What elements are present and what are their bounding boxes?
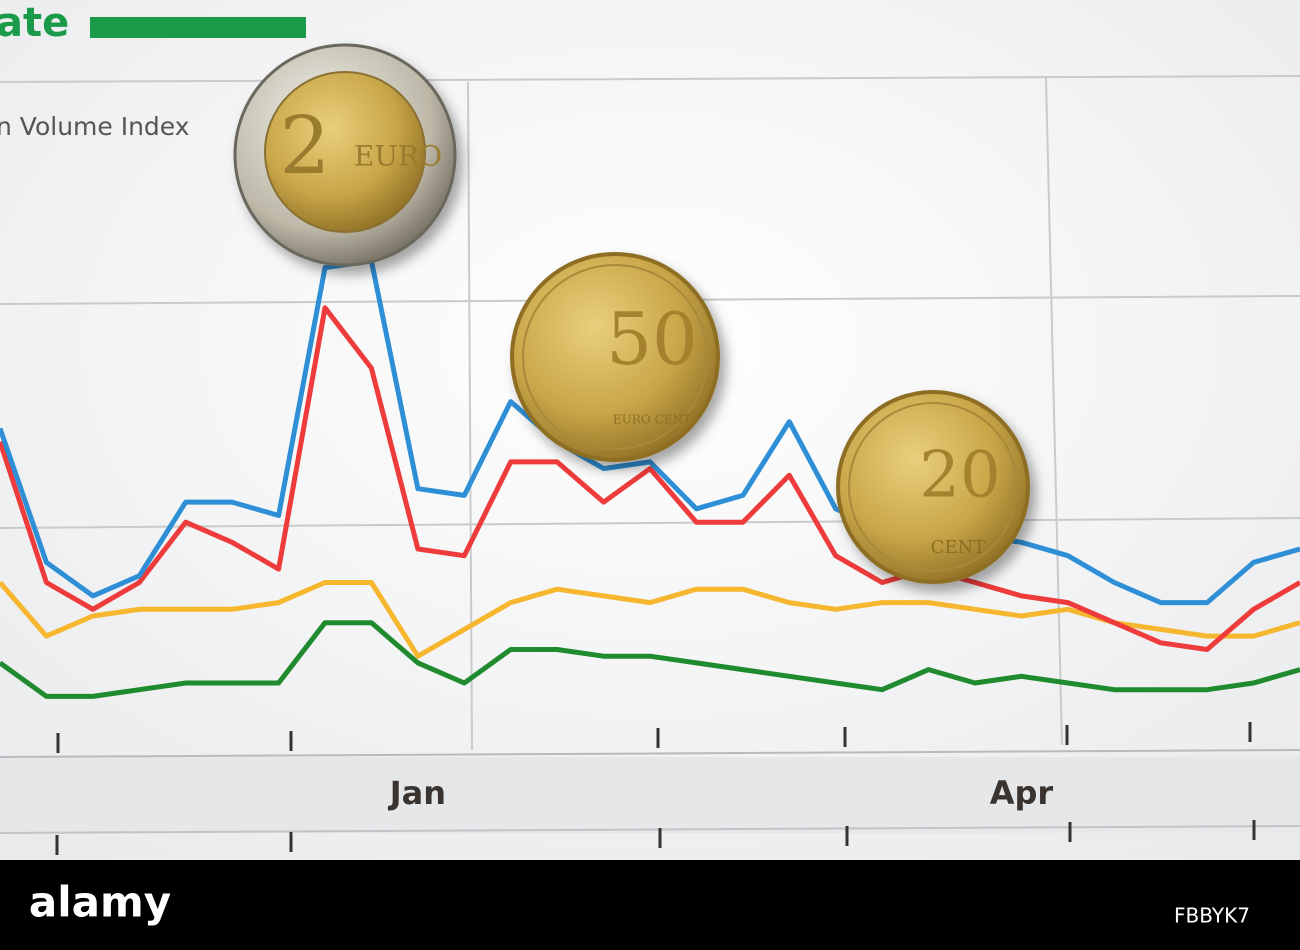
title-bar [90, 17, 306, 38]
coin-20-cent: 20 CENT [836, 390, 1030, 584]
watermark-brand: alamy [29, 878, 171, 927]
grid-line [0, 517, 1300, 529]
coin-unit: CENT [931, 537, 986, 558]
coin-value: 2 [280, 99, 331, 192]
series-line [0, 305, 1300, 652]
coin-body [510, 252, 720, 462]
coin-body [836, 390, 1030, 584]
coin-2-euro: 2 EURO [233, 43, 457, 267]
series-line [0, 258, 1300, 606]
coin-center [264, 71, 426, 233]
axis-line [0, 825, 1300, 834]
grid-line [467, 81, 473, 751]
series-line [0, 580, 1300, 659]
grid-line [0, 75, 1300, 83]
watermark-bar [0, 860, 1300, 950]
coin-value: 20 [919, 439, 1000, 513]
coin-value: 50 [606, 297, 698, 381]
coin-50-cent: 50 EURO CENT [510, 252, 720, 462]
chart-title: ate [0, 0, 69, 46]
coin-unit: EURO [354, 140, 442, 173]
x-labels: Jan Apr [388, 774, 1054, 812]
x-tick-label: Jan [388, 774, 446, 812]
coin-unit: EURO CENT [613, 413, 691, 427]
chart-subtitle: n Volume Index [0, 112, 190, 141]
series-line [0, 620, 1300, 699]
coin-rim [848, 402, 1018, 572]
watermark-code: FBBYK7 [1174, 904, 1250, 928]
axis-ticks [55, 722, 1256, 855]
coin-rim [522, 264, 708, 450]
axis-line [0, 749, 1300, 758]
x-tick-label: Apr [990, 774, 1054, 812]
grid-line [1045, 77, 1063, 746]
series-lines [0, 258, 1300, 699]
axis-band [0, 757, 1300, 833]
